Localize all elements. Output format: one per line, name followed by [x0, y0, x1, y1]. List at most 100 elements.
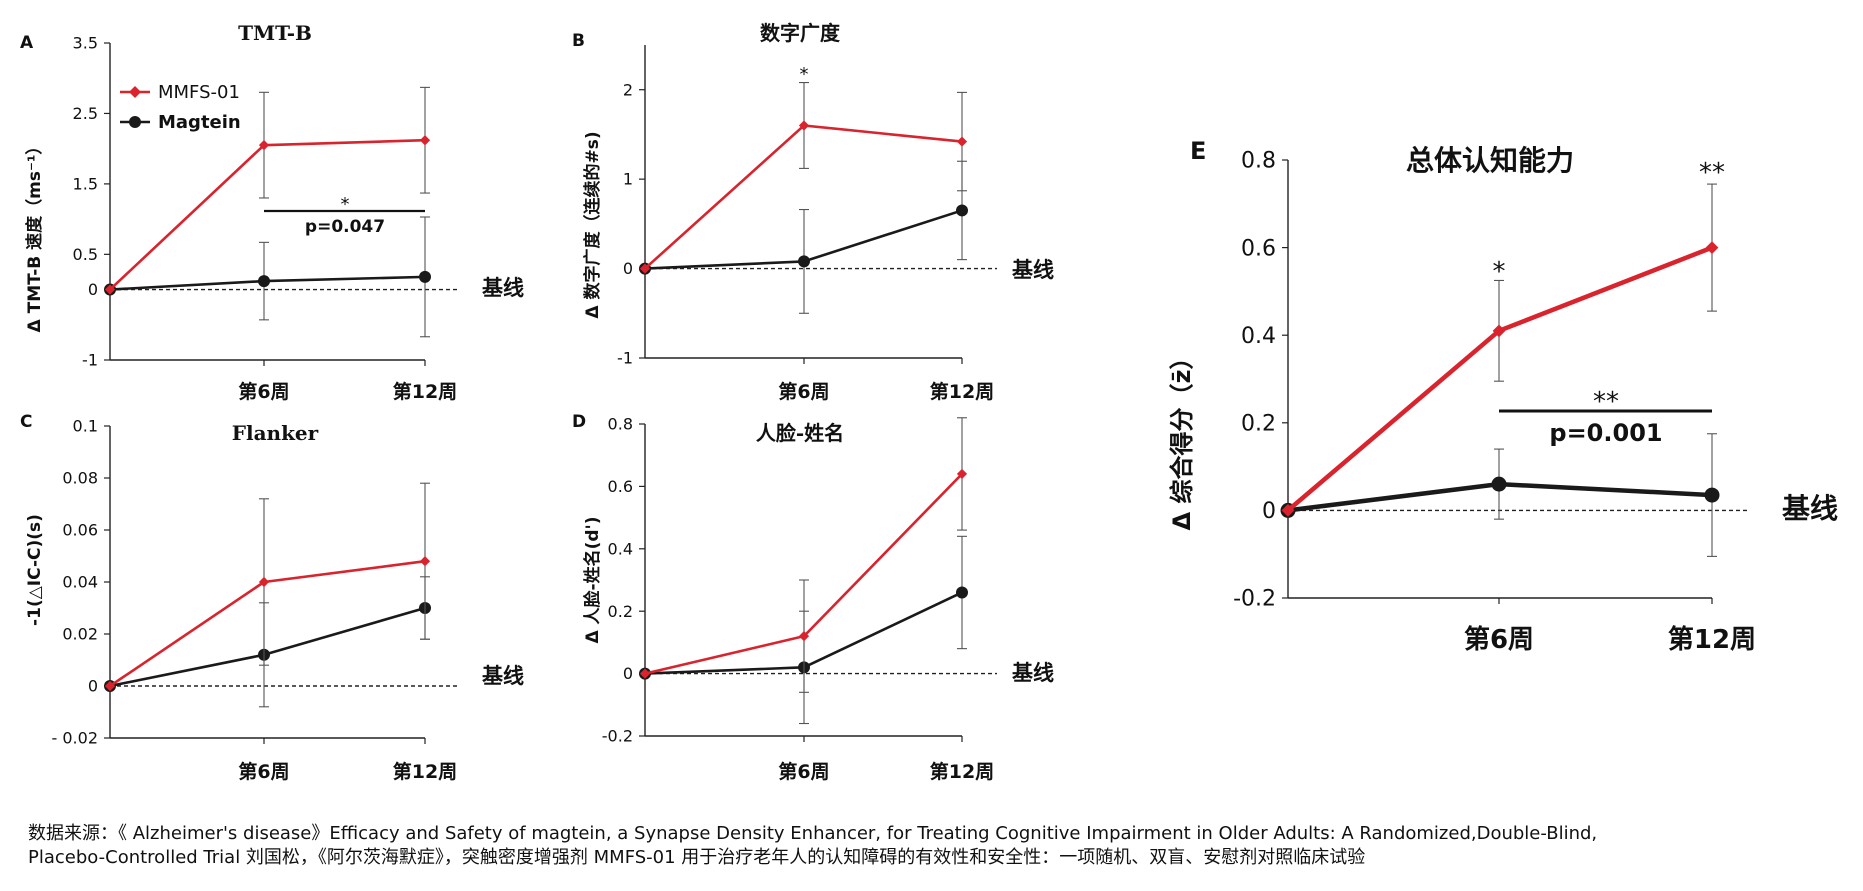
y-tick-label: 0.2: [608, 602, 633, 621]
y-tick-label: 0.8: [1241, 149, 1276, 174]
source-footnote: 数据来源：《 Alzheimer's disease》Efficacy and …: [28, 822, 1828, 870]
data-point: [956, 586, 968, 599]
panel-letter: C: [20, 412, 32, 432]
series-magtein: [639, 160, 968, 314]
panel-title: Flanker: [232, 421, 319, 445]
legend-marker-mmfs-01: [129, 86, 141, 98]
baseline-label: 基线: [1012, 661, 1054, 685]
y-axis-label: -1(△IC-C)(s): [25, 514, 45, 626]
y-tick-label: 0.4: [608, 539, 633, 558]
x-tick-label: 第6周: [238, 760, 289, 783]
x-tick-label: 第12周: [930, 380, 994, 403]
panel-letter: E: [1190, 137, 1206, 165]
data-point: [419, 556, 431, 567]
y-tick-label: 1: [623, 170, 633, 189]
panel-letter: A: [20, 33, 34, 53]
panel-title: 总体认知能力: [1406, 144, 1574, 177]
y-tick-label: 0.06: [62, 521, 98, 540]
y-tick-label: -1: [82, 351, 98, 370]
data-point: [798, 120, 810, 131]
panel-c: C Flanker -1(△IC-C)(s) - 0.02 0 0.02 0.04 0.06 0…: [20, 412, 524, 783]
significance-star: *: [341, 194, 350, 215]
baseline-label: 基线: [1012, 258, 1054, 282]
data-point: [258, 576, 270, 588]
data-point: [956, 136, 968, 147]
significance-star: *: [800, 64, 809, 85]
y-tick-label: 0: [623, 664, 633, 683]
series-line: [1286, 245, 1713, 513]
panel-d: D 人脸-姓名 Δ 人脸-姓名(d') -0.2 0 0.2 0.4 0.6 0.8 第6周 第12…: [572, 412, 1054, 783]
panel-e: E 总体认知能力 Δ 综合得分（z̄） -0.2 0 0.2 0.4 0.6 0.8 第6周 第12…: [1168, 137, 1838, 655]
y-tick-label: 0.5: [73, 245, 98, 264]
panel-a: A TMT-B Δ TMT-B 速度（ms⁻¹） -1 0 0.5 1.5 2.5 3.5 第6周…: [20, 21, 524, 403]
y-tick-label: 0.04: [62, 573, 98, 592]
series-mmfs-01: [639, 82, 968, 274]
y-tick-label: -1: [617, 349, 633, 368]
y-tick-label: 0.8: [608, 415, 633, 434]
legend-label-mmfs-01: MMFS-01: [158, 82, 240, 103]
y-axis-label: Δ 综合得分（z̄）: [1168, 346, 1196, 531]
p-value: p=0.047: [305, 217, 385, 237]
p-value: p=0.001: [1549, 419, 1662, 447]
data-point: [1491, 476, 1507, 492]
data-point: [419, 270, 431, 283]
data-point: [1704, 487, 1720, 503]
y-tick-label: 0: [1262, 499, 1276, 524]
series-line: [109, 606, 426, 688]
x-tick-label: 第12周: [393, 760, 457, 783]
series-mmfs-01: [1281, 183, 1719, 517]
significance-star: **: [1699, 158, 1725, 188]
data-point: [104, 284, 116, 295]
series-magtein: [104, 216, 431, 338]
data-point: [419, 135, 431, 146]
series-mmfs-01: [104, 482, 431, 692]
baseline-label: 基线: [482, 664, 524, 688]
y-tick-label: 0.1: [73, 417, 98, 436]
panel-title: 人脸-姓名: [756, 421, 844, 445]
y-tick-label: 0: [88, 677, 98, 696]
y-tick-label: 0.4: [1241, 324, 1276, 349]
y-tick-label: 0.2: [1241, 412, 1276, 437]
y-axis-label: Δ TMT-B 速度（ms⁻¹）: [24, 138, 45, 333]
legend-marker-magtein: [129, 116, 141, 128]
y-tick-label: 3.5: [73, 34, 98, 53]
y-tick-label: -0.2: [602, 727, 633, 746]
series-line: [109, 559, 426, 688]
data-point: [639, 263, 651, 274]
data-point: [798, 255, 810, 268]
y-tick-label: -0.2: [1233, 587, 1276, 612]
source-line-2: Placebo-Controlled Trial 刘国松，《阿尔茨海默症》，突触…: [28, 847, 1366, 868]
baseline-label: 基线: [482, 276, 524, 300]
y-tick-label: 2.5: [73, 104, 98, 123]
y-tick-label: 1.5: [73, 174, 98, 193]
x-tick-label: 第12周: [393, 380, 457, 403]
panel-b: B 数字广度 Δ 数字广度（连续的#s) -1 0 1 2 第6周 第12周 基线 *: [572, 21, 1054, 403]
legend-label-magtein: Magtein: [158, 112, 241, 133]
x-tick-label: 第12周: [930, 760, 994, 783]
y-tick-label: 0.02: [62, 625, 98, 644]
legend: MMFS-01 Magtein: [120, 82, 241, 133]
y-tick-label: - 0.02: [52, 729, 98, 748]
x-tick-label: 第12周: [1668, 624, 1756, 655]
data-point: [104, 680, 116, 692]
y-tick-label: 2: [623, 80, 633, 99]
panel-title: TMT-B: [238, 21, 312, 45]
source-line-1: 数据来源：《 Alzheimer's disease》Efficacy and …: [28, 823, 1598, 844]
series-mmfs-01: [639, 417, 968, 693]
data-point: [1281, 504, 1295, 517]
x-tick-label: 第6周: [778, 380, 829, 403]
y-axis-label: Δ 数字广度（连续的#s): [582, 131, 603, 318]
y-tick-label: 0.6: [608, 477, 633, 496]
significance-star: *: [1493, 257, 1506, 287]
baseline-label: 基线: [1782, 492, 1838, 525]
series-magtein: [1280, 433, 1720, 557]
x-tick-label: 第6周: [1464, 624, 1534, 655]
data-point: [1705, 241, 1719, 254]
y-tick-label: 0: [88, 280, 98, 299]
series-mmfs-01: [104, 86, 431, 295]
series-line: [109, 138, 426, 291]
panel-title: 数字广度: [760, 21, 841, 45]
y-tick-label: 0: [623, 259, 633, 278]
data-point: [798, 631, 810, 642]
